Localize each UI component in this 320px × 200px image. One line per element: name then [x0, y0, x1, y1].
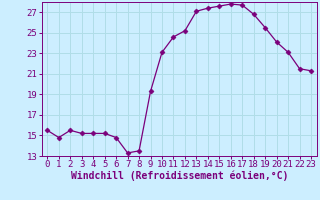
X-axis label: Windchill (Refroidissement éolien,°C): Windchill (Refroidissement éolien,°C) [70, 171, 288, 181]
